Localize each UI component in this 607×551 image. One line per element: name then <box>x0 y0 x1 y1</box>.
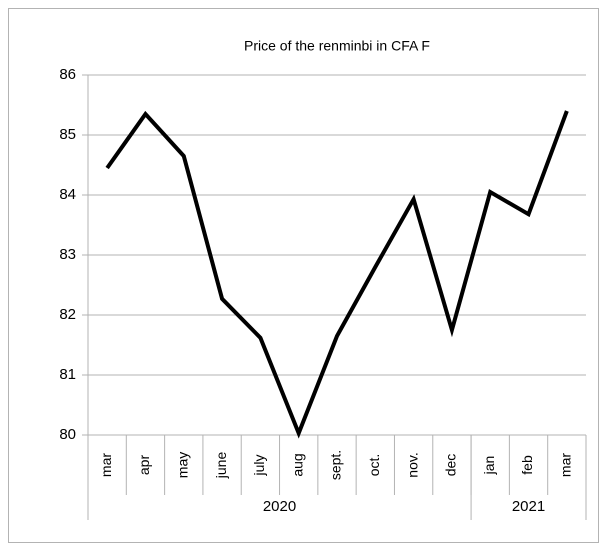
y-tick-label: 80 <box>59 426 76 443</box>
chart-title: Price of the renminbi in CFA F <box>244 38 430 54</box>
x-tick-label: nov. <box>404 452 420 477</box>
x-tick-label: jan <box>481 456 497 476</box>
x-tick-label: june <box>213 452 229 480</box>
y-tick-label: 85 <box>59 126 76 143</box>
y-tick-label: 84 <box>59 186 76 203</box>
x-tick-label: aug <box>289 453 305 476</box>
y-tick-label: 86 <box>59 66 76 83</box>
x-tick-label: sept. <box>328 450 344 480</box>
y-tick-label: 81 <box>59 366 76 383</box>
x-tick-label: apr <box>136 455 152 476</box>
line-series <box>105 110 569 439</box>
x-tick-label: mar <box>558 453 574 477</box>
x-tick-label: dec <box>443 454 459 477</box>
x-tick-label: may <box>174 452 190 478</box>
x-tick-label: oct. <box>366 454 382 477</box>
x-tick-label: mar <box>98 453 114 477</box>
x-tick-label: july <box>251 454 267 476</box>
group-label: 2020 <box>263 498 296 515</box>
y-tick-label: 82 <box>59 306 76 323</box>
group-label: 2021 <box>512 498 545 515</box>
chart-border <box>8 8 599 543</box>
x-tick-label: feb <box>519 455 535 475</box>
y-tick-label: 83 <box>59 246 76 263</box>
